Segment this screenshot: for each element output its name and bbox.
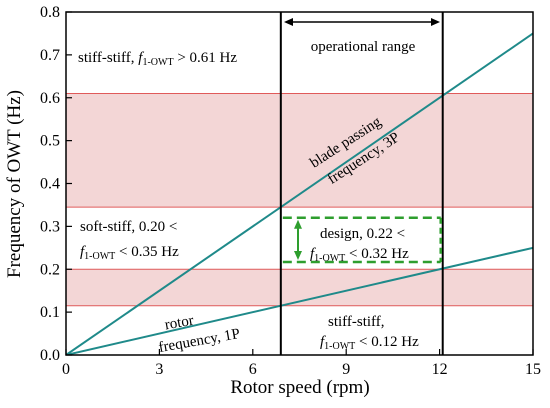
frequency-bands (66, 92, 533, 307)
y-axis-ticks: 0.0 0.1 0.2 0.3 0.4 0.5 0.6 0.7 0.8 (40, 4, 72, 364)
y-tick-label: 0.8 (40, 4, 60, 21)
operational-range-lines (279, 12, 444, 355)
stiff-stiff-bottom-label-line2: f1-OWT < 0.12 Hz (320, 334, 419, 352)
y-tick-label: 0.2 (40, 261, 60, 278)
design-arrow-up (294, 219, 302, 229)
x-axis-ticks: 0 3 6 9 12 15 (62, 349, 541, 378)
y-tick-label: 0.6 (40, 90, 60, 107)
design-arrow-down (294, 250, 302, 260)
y-axis-title: Frequency of OWT (Hz) (4, 90, 25, 278)
y-tick-label: 0.3 (40, 218, 60, 235)
operational-range-arrow (284, 18, 440, 26)
x-tick-label: 3 (155, 361, 163, 378)
design-label-line1: design, 0.22 < (320, 226, 405, 242)
y-tick-label: 0.4 (40, 176, 60, 193)
stiff-stiff-top-label: stiff-stiff, f1-OWT > 0.61 Hz (78, 50, 237, 68)
stiff-stiff-bottom-label-line1: stiff-stiff, (328, 314, 385, 330)
operational-range-label: operational range (311, 39, 416, 55)
y-tick-label: 0.0 (40, 347, 60, 364)
series-lines (66, 32, 533, 355)
design-box (282, 216, 442, 264)
soft-stiff-label-line2: f1-OWT < 0.35 Hz (80, 244, 179, 262)
x-axis-title: Rotor speed (rpm) (230, 377, 369, 398)
x-tick-label: 9 (342, 361, 350, 378)
series-line-0 (66, 246, 533, 355)
y-tick-label: 0.5 (40, 133, 60, 150)
y-tick-label: 0.1 (40, 304, 60, 321)
soft-stiff-label-line1: soft-stiff, 0.20 < (80, 219, 177, 235)
series-line-1 (66, 32, 533, 355)
x-tick-label: 0 (62, 361, 70, 378)
series-label-1p-line1: rotor (164, 313, 196, 334)
design-label-line2: f1-OWT < 0.32 Hz (310, 246, 409, 264)
band-0 (66, 269, 533, 306)
y-tick-label: 0.7 (40, 47, 60, 64)
band-1 (66, 93, 533, 208)
x-tick-label: 12 (432, 361, 448, 378)
x-tick-label: 6 (249, 361, 257, 378)
x-tick-label: 15 (525, 361, 541, 378)
